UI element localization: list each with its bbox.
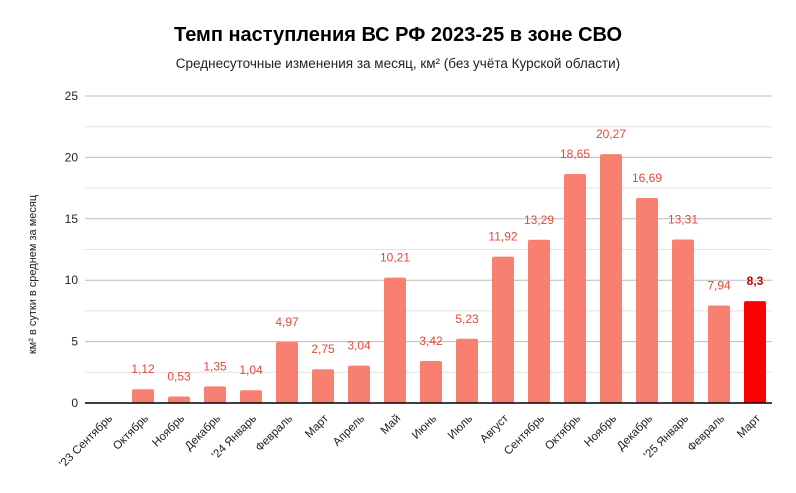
data-label: 11,92 [488, 230, 517, 244]
x-tick-label: Февраль [254, 413, 296, 455]
x-tick-label: Май [379, 413, 403, 437]
x-tick-label: Март [303, 412, 331, 440]
x-tick-label: Август [478, 412, 511, 445]
bar [672, 239, 694, 403]
data-label: 0,53 [167, 369, 191, 383]
y-tick-label: 5 [71, 335, 78, 349]
chart-subtitle: Среднесуточные изменения за месяц, км² (… [175, 56, 621, 71]
y-tick-label: 20 [65, 150, 79, 164]
data-label: 13,31 [668, 213, 698, 227]
x-tick-label: Ноябрь [150, 413, 187, 450]
data-label: 3,04 [347, 339, 371, 353]
x-tick-label: Октябрь [543, 413, 583, 453]
bar [384, 277, 406, 403]
bar [276, 341, 298, 403]
data-label: 10,21 [380, 251, 410, 265]
bar [528, 239, 550, 403]
bar [636, 198, 658, 403]
y-tick-label: 25 [65, 89, 79, 103]
bar [348, 365, 370, 403]
x-tick-label: Апрель [331, 413, 367, 449]
bar [312, 369, 334, 403]
x-tick-label: Июль [446, 413, 475, 442]
bar [204, 386, 226, 403]
data-label: 1,04 [239, 363, 263, 377]
bar [744, 301, 766, 403]
data-label: 1,12 [131, 362, 155, 376]
chart-title: Темп наступления ВС РФ 2023-25 в зоне СВ… [173, 24, 623, 46]
data-label: 16,69 [632, 171, 662, 185]
data-label: 18,65 [560, 147, 590, 161]
x-tick-label: Октябрь [111, 413, 151, 453]
bar [168, 396, 190, 403]
bar [420, 361, 442, 403]
data-label: 1,35 [203, 359, 227, 373]
bar [240, 390, 262, 403]
data-label: 8,3 [747, 274, 764, 288]
x-tick-label: '23 Сентябрь [57, 413, 115, 471]
bar [600, 154, 622, 403]
data-label: 7,94 [707, 278, 731, 292]
x-tick-label: Февраль [686, 413, 728, 455]
x-tick-label: Ноябрь [582, 413, 619, 450]
data-label: 4,97 [275, 315, 299, 329]
y-tick-label: 15 [65, 212, 79, 226]
data-label: 20,27 [596, 127, 626, 141]
data-label: 3,42 [419, 334, 443, 348]
x-tick-label: Март [735, 412, 763, 440]
data-label: 2,75 [311, 342, 335, 356]
y-axis-label: км² в сутки в среднем за месяц [27, 194, 39, 354]
bar [132, 389, 154, 403]
bar [456, 338, 478, 403]
data-label: 13,29 [524, 213, 554, 227]
y-tick-label: 10 [65, 273, 79, 287]
bar [492, 256, 514, 403]
bar [708, 305, 730, 403]
data-label: 5,23 [455, 312, 479, 326]
bar [564, 173, 586, 403]
x-tick-label: Июнь [410, 413, 439, 442]
y-tick-label: 0 [71, 396, 78, 410]
